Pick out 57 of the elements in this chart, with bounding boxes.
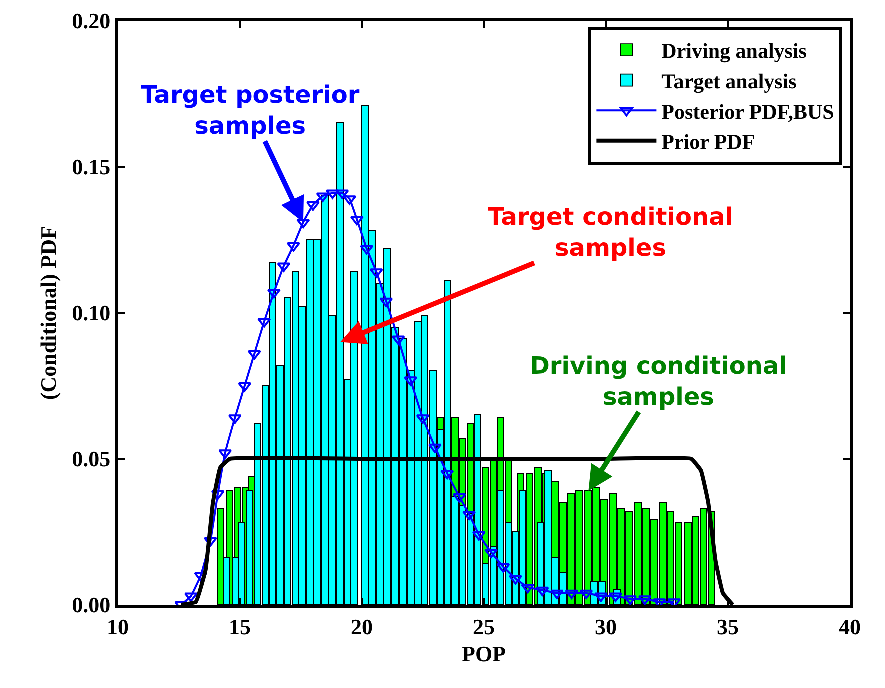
point (248, 350, 262, 360)
annotation: Driving conditional samples (530, 352, 788, 412)
point (350, 216, 364, 226)
point (360, 245, 374, 255)
point (580, 590, 594, 600)
x-tick-label: 30 (595, 614, 617, 640)
legend-label: Posterior PDF,BUS (662, 100, 834, 124)
x-axis-title: POP (462, 641, 506, 666)
point (428, 444, 442, 454)
point (267, 289, 281, 299)
point (184, 592, 198, 602)
point (286, 242, 300, 252)
point (508, 575, 522, 585)
y-tick-label: 0.05 (72, 446, 111, 472)
point (462, 510, 476, 520)
point (452, 493, 466, 503)
legend-label: Driving analysis (662, 39, 807, 64)
x-tick-label: 35 (717, 614, 739, 640)
point (211, 490, 225, 500)
point (218, 450, 232, 460)
x-tick-label: 20 (351, 614, 373, 640)
point (316, 192, 330, 202)
point (404, 376, 418, 386)
point (594, 592, 608, 602)
x-tick-label: 15 (229, 614, 251, 640)
point (392, 336, 406, 346)
point (380, 298, 394, 308)
point (194, 572, 208, 582)
point (484, 548, 498, 558)
point (565, 590, 579, 600)
point (521, 584, 535, 594)
y-tick-label: 0.20 (72, 8, 111, 34)
point (496, 564, 510, 574)
annotation: Target posterior samples (141, 81, 360, 140)
point (258, 318, 272, 328)
annotation: Target conditional samples (488, 203, 734, 262)
point (550, 590, 564, 600)
point (370, 268, 384, 278)
point (416, 414, 430, 424)
point (440, 470, 454, 480)
point (228, 414, 242, 424)
point (296, 218, 310, 228)
x-tick-label: 40 (839, 614, 861, 640)
y-axis-title: (Conditional) PDF (36, 226, 61, 400)
x-tick-label: 25 (473, 614, 495, 640)
point (326, 190, 340, 200)
legend-label: Prior PDF (662, 130, 756, 154)
point (536, 586, 550, 596)
point (277, 262, 291, 272)
y-tick-label: 0.10 (72, 300, 111, 326)
point (306, 201, 320, 211)
point (472, 531, 486, 541)
point (204, 537, 218, 547)
point (343, 196, 357, 206)
y-tick-label: 0.15 (72, 154, 111, 180)
point (336, 190, 350, 200)
legend-label: Target analysis (662, 69, 797, 94)
